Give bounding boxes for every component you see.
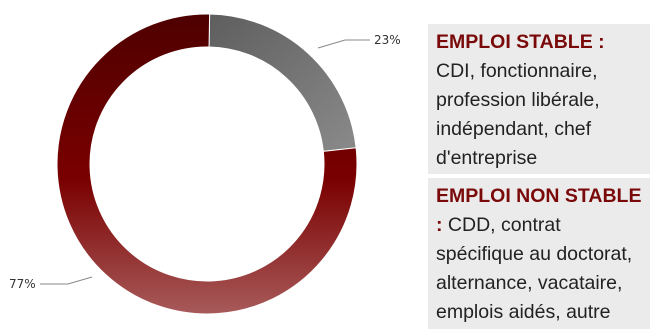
legend-unstable-box: EMPLOI NON STABLE : CDD, contrat spécifi… [428,178,650,329]
leader-line-77 [40,276,93,285]
label-77: 77% [9,277,36,291]
donut-chart: 23% 77% [9,13,401,315]
leader-line-23 [317,39,370,49]
legend-unstable-title: EMPLOI NON STABLE : [436,185,642,236]
legend-unstable-text: CDD, contrat spécifique au doctorat, alt… [436,214,633,323]
legend-stable-box: EMPLOI STABLE : CDI, fonctionnaire, prof… [428,24,650,174]
label-23: 23% [374,33,401,47]
legend-stable-title: EMPLOI STABLE : [436,31,605,53]
legend-stable-text: CDI, fonctionnaire, profession libérale,… [436,60,600,169]
slice-77 [56,13,358,315]
slice-23 [208,13,357,152]
